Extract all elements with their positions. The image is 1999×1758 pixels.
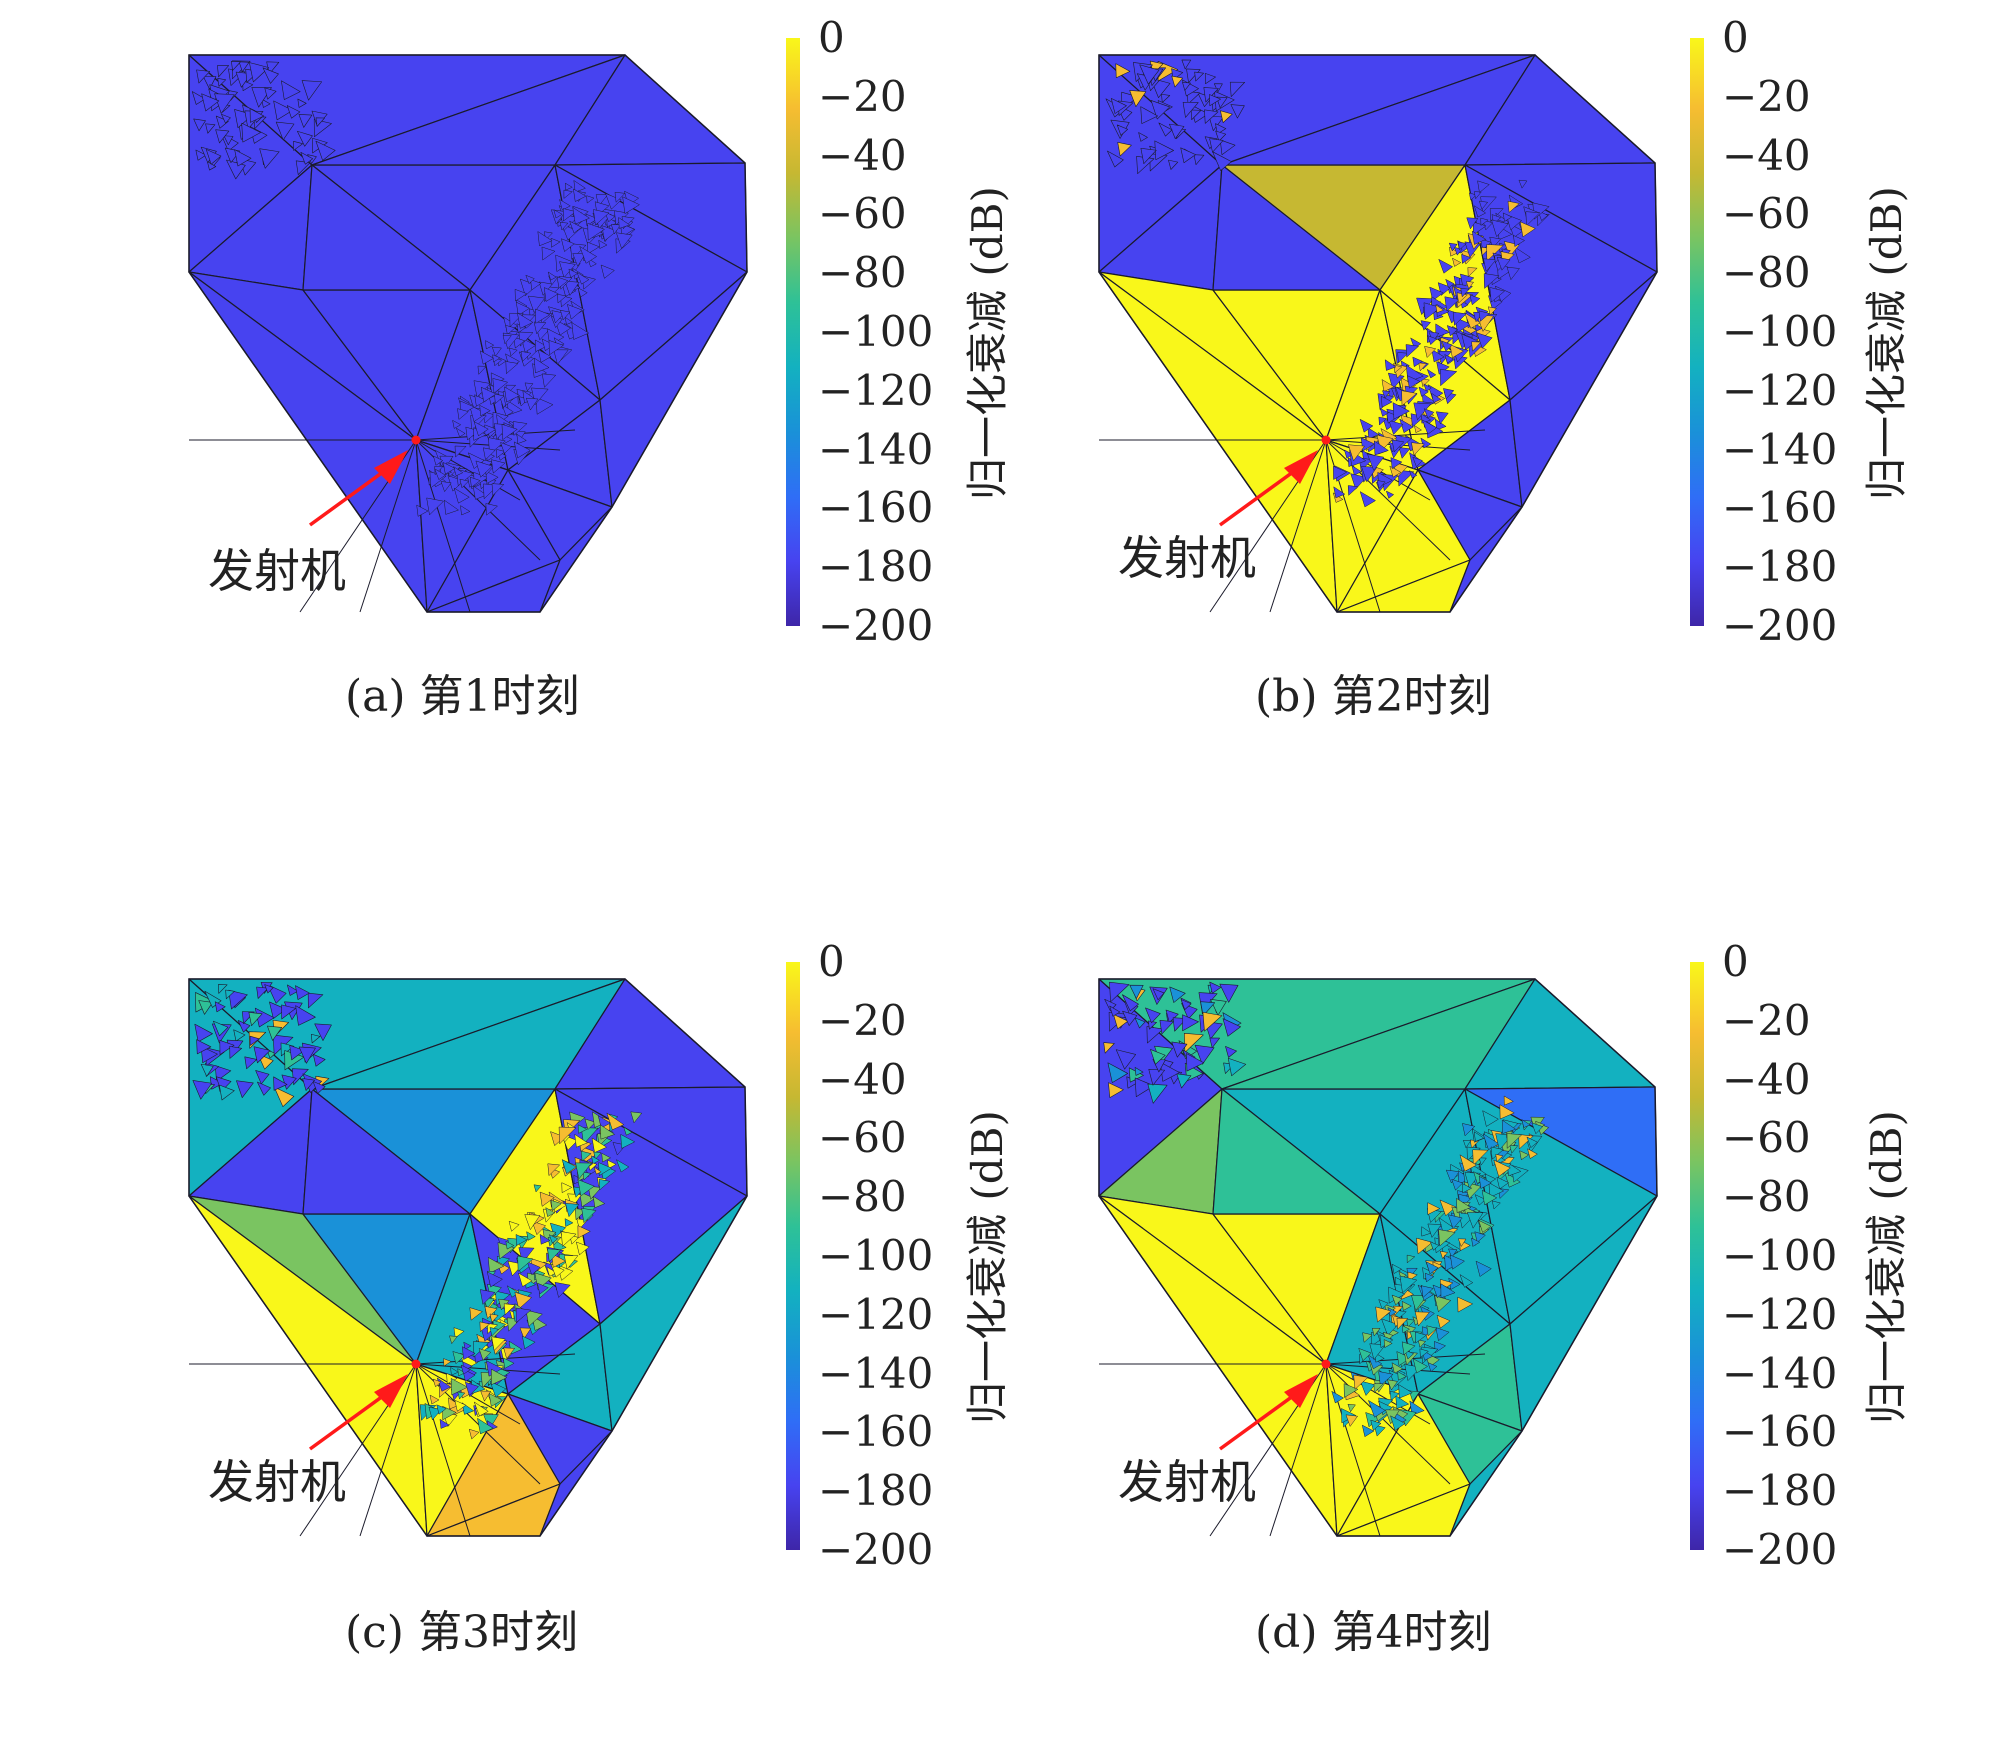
transmitter-marker-b [1321, 435, 1331, 445]
transmitter-arrow-d [1218, 1386, 1306, 1451]
colorbar-tick-c-0: 0 [818, 937, 845, 986]
colorbar-tick-d-10: −200 [1722, 1525, 1838, 1574]
colorbar-tick-a-7: −140 [818, 424, 934, 474]
colorbar-title-d: 归一化衰减 (dB) [1862, 1110, 1911, 1424]
colorbar-tick-c-7: −140 [818, 1348, 934, 1398]
transmitter-arrowhead-b [1284, 450, 1318, 484]
colorbar-tick-c-3: −60 [818, 1113, 907, 1163]
colorbar-tick-c-1: −20 [818, 995, 907, 1045]
transmitter-marker-d [1321, 1359, 1331, 1369]
colorbar-tick-b-4: −80 [1722, 248, 1811, 298]
colorbar-tick-b-2: −40 [1722, 130, 1811, 180]
colorbar-tick-d-1: −20 [1722, 995, 1811, 1045]
colorbar-tick-b-6: −120 [1722, 365, 1838, 415]
caption-d: (d) 第4时刻 [1255, 1607, 1492, 1658]
colorbar-tick-c-10: −200 [818, 1525, 934, 1574]
transmitter-marker-c [411, 1359, 421, 1369]
colorbar-tick-c-2: −40 [818, 1054, 907, 1104]
colorbar-tick-a-6: −120 [818, 365, 934, 415]
transmitter-marker-a [411, 435, 421, 445]
colorbar-tick-d-3: −60 [1722, 1113, 1811, 1163]
caption-b: (b) 第2时刻 [1255, 671, 1492, 722]
colorbar-tick-d-7: −140 [1722, 1348, 1838, 1398]
colorbar-tick-b-9: −180 [1722, 542, 1838, 592]
mesh-plot-c [188, 978, 748, 1537]
panel-a: 发射机 归一化衰减 (dB) (a) 第1时刻 0 −20 −40 −60 −80 −10… [0, 0, 1012, 834]
colorbar-tick-a-9: −180 [818, 542, 934, 592]
colorbar-tick-d-9: −180 [1722, 1466, 1838, 1516]
colorbar-a [786, 38, 800, 626]
panel-d: 发射机 归一化衰减 (dB) (d) 第4时刻 0 −20 −40 −60 −80 −10… [910, 924, 1911, 1758]
colorbar-tick-b-5: −100 [1722, 307, 1838, 356]
colorbar-tick-b-10: −200 [1722, 601, 1838, 650]
transmitter-label-a: 发射机 [208, 544, 346, 598]
transmitter-arrow-b [1218, 462, 1306, 527]
mesh-plot-b [1098, 54, 1658, 613]
colorbar-tick-c-6: −120 [818, 1289, 934, 1339]
colorbar-tick-c-4: −80 [818, 1172, 907, 1222]
colorbar-tick-a-3: −60 [818, 189, 907, 239]
colorbar-tick-a-5: −100 [818, 307, 934, 356]
colorbar-c [786, 962, 800, 1550]
mesh-plot-d [1098, 978, 1658, 1537]
colorbar-tick-a-0: 0 [818, 13, 845, 62]
colorbar-tick-a-2: −40 [818, 130, 907, 180]
transmitter-arrowhead-d [1284, 1374, 1318, 1408]
transmitter-label-b: 发射机 [1118, 531, 1256, 585]
transmitter-label-d: 发射机 [1118, 1455, 1256, 1509]
transmitter-arrowhead-c [374, 1374, 408, 1408]
colorbar-tick-c-5: −100 [818, 1231, 934, 1280]
colorbar-title-b: 归一化衰减 (dB) [1862, 186, 1911, 500]
colorbar-tick-d-5: −100 [1722, 1231, 1838, 1280]
colorbar-tick-b-8: −160 [1722, 483, 1838, 533]
colorbar-tick-a-4: −80 [818, 248, 907, 298]
colorbar-b [1690, 38, 1704, 626]
colorbar-tick-a-10: −200 [818, 601, 934, 650]
mesh-plot-a [188, 54, 748, 613]
colorbar-tick-b-3: −60 [1722, 189, 1811, 239]
transmitter-arrow-a [308, 462, 396, 527]
colorbar-tick-d-8: −160 [1722, 1407, 1838, 1457]
caption-a: (a) 第1时刻 [345, 671, 580, 722]
panel-b: 发射机 归一化衰减 (dB) (b) 第2时刻 0 −20 −40 −60 −80 −10… [910, 0, 1911, 834]
colorbar-tick-a-8: −160 [818, 483, 934, 533]
colorbar-tick-b-7: −140 [1722, 424, 1838, 474]
colorbar-tick-d-6: −120 [1722, 1289, 1838, 1339]
colorbar-tick-b-0: 0 [1722, 13, 1749, 62]
colorbar-d [1690, 962, 1704, 1550]
colorbar-tick-b-1: −20 [1722, 71, 1811, 121]
panel-c: 发射机 归一化衰减 (dB) (c) 第3时刻 0 −20 −40 −60 −80 −10… [0, 924, 1012, 1758]
colorbar-tick-d-4: −80 [1722, 1172, 1811, 1222]
transmitter-arrow-c [308, 1386, 396, 1451]
colorbar-tick-d-2: −40 [1722, 1054, 1811, 1104]
colorbar-tick-a-1: −20 [818, 71, 907, 121]
colorbar-tick-c-9: −180 [818, 1466, 934, 1516]
caption-c: (c) 第3时刻 [345, 1607, 578, 1658]
colorbar-tick-d-0: 0 [1722, 937, 1749, 986]
colorbar-tick-c-8: −160 [818, 1407, 934, 1457]
transmitter-label-c: 发射机 [208, 1455, 346, 1509]
transmitter-arrowhead-a [374, 450, 408, 484]
